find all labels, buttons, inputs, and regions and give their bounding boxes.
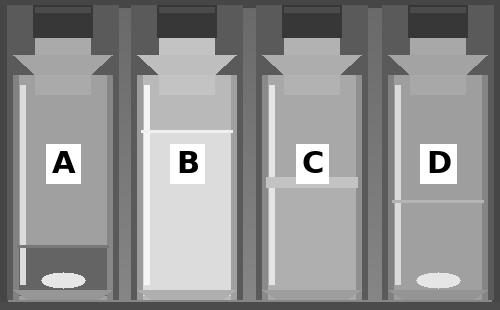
Text: D: D <box>426 150 451 179</box>
Text: C: C <box>302 150 324 179</box>
Text: B: B <box>176 150 199 179</box>
Text: A: A <box>52 150 76 179</box>
